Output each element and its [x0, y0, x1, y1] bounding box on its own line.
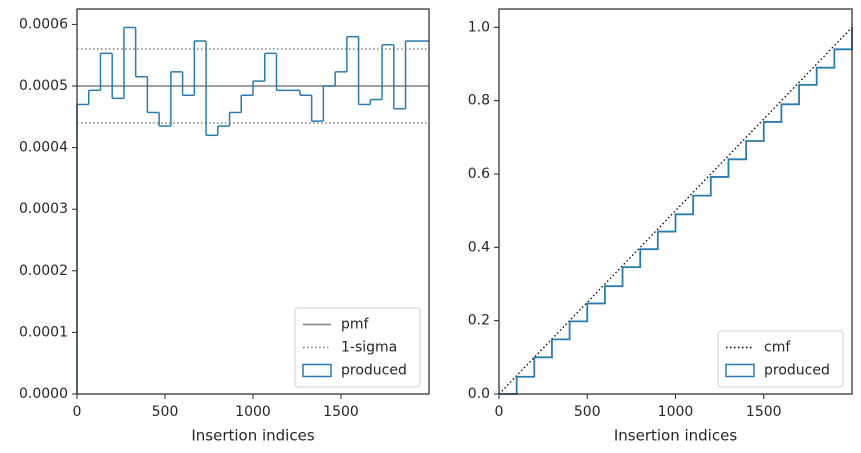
legend-frame: [294, 307, 421, 388]
y-tick-label: 0.0000: [19, 386, 68, 402]
legend-label: pmf: [341, 317, 370, 333]
x-axis-label: Insertion indices: [191, 427, 314, 445]
x-tick-label: 500: [574, 404, 601, 420]
y-tick-label: 0.0005: [19, 78, 68, 94]
y-tick-label: 0.0002: [19, 263, 68, 279]
y-tick-label: 1.0: [468, 19, 490, 35]
x-tick-label: 1500: [746, 404, 782, 420]
x-tick-label: 0: [495, 404, 504, 420]
y-tick-label: 0.0001: [19, 324, 68, 340]
legend-swatch: [302, 363, 332, 378]
y-tick-label: 0.0003: [19, 201, 68, 217]
y-tick-label: 0.4: [468, 239, 490, 255]
x-tick-label: 1500: [323, 404, 359, 420]
series-line: [498, 26, 853, 395]
y-tick-label: 0.0: [468, 386, 490, 402]
legend-label: produced: [764, 363, 830, 379]
x-tick-label: 1000: [235, 404, 271, 420]
legend-label: cmf: [764, 340, 791, 356]
y-tick-label: 0.8: [468, 93, 490, 109]
axes-frame: [498, 8, 853, 395]
y-tick-label: 0.0006: [19, 16, 68, 32]
axes-frame: [76, 8, 430, 395]
legend-frame: [717, 330, 844, 388]
y-tick-label: 0.2: [468, 313, 490, 329]
y-tick-label: 0.6: [468, 166, 490, 182]
series-line: [499, 27, 853, 395]
y-tick-label: 0.0004: [19, 140, 68, 156]
x-axis-label: Insertion indices: [614, 427, 737, 445]
legend-label: produced: [341, 363, 407, 379]
x-tick-label: 0: [73, 404, 82, 420]
x-tick-label: 500: [152, 404, 179, 420]
legend-swatch: [725, 363, 755, 378]
x-tick-label: 1000: [658, 404, 694, 420]
legend-label: 1-sigma: [341, 340, 397, 356]
